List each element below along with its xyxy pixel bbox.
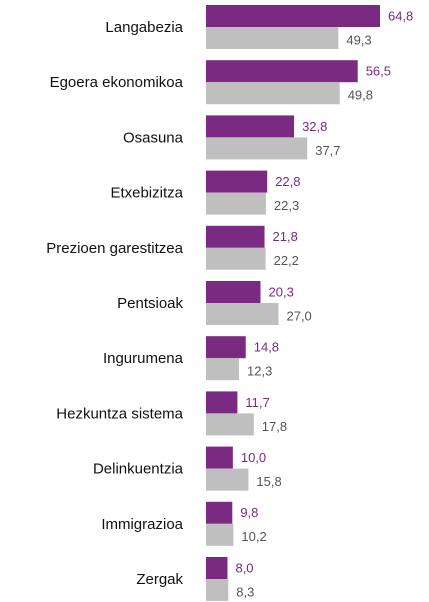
bar [206, 523, 234, 546]
value-label: 10,2 [241, 529, 266, 544]
bar [206, 82, 340, 105]
value-label: 17,8 [262, 419, 287, 434]
bar [206, 27, 339, 49]
value-label: 32,8 [302, 119, 327, 134]
value-label: 20,3 [269, 284, 294, 299]
category-label: Prezioen garestitzea [46, 240, 183, 257]
bar [206, 579, 229, 601]
category-label: Langabezia [105, 19, 183, 36]
bar [206, 192, 266, 215]
value-label: 21,8 [273, 229, 298, 244]
bar [206, 557, 228, 579]
value-label: 37,7 [315, 143, 340, 158]
value-label: 22,3 [274, 198, 299, 213]
category-label: Ingurumena [103, 350, 184, 367]
bar [206, 446, 233, 469]
value-label: 12,3 [247, 364, 272, 379]
value-label: 56,5 [366, 64, 391, 79]
value-label: 11,7 [245, 395, 269, 410]
value-label: 15,8 [256, 474, 281, 489]
bar [206, 303, 279, 325]
value-label: 27,0 [286, 308, 311, 323]
category-label: Pentsioak [117, 295, 183, 312]
bar [206, 281, 261, 303]
category-label: Immigrazioa [101, 516, 183, 533]
bar [206, 60, 358, 83]
value-label: 22,2 [274, 253, 299, 268]
bar [206, 358, 240, 381]
value-label: 9,8 [240, 505, 258, 520]
bar [206, 336, 246, 359]
value-label: 49,8 [348, 88, 373, 103]
value-label: 8,3 [236, 584, 254, 599]
value-label: 64,8 [388, 8, 413, 23]
bar [206, 247, 266, 270]
value-label: 8,0 [235, 560, 253, 575]
value-label: 22,8 [275, 174, 300, 189]
bar [206, 225, 265, 248]
bar [206, 170, 268, 193]
category-label: Egoera ekonomikoa [50, 74, 184, 91]
value-label: 49,3 [346, 32, 371, 47]
bar [206, 137, 308, 160]
category-label: Zergak [136, 571, 183, 588]
value-label: 10,0 [241, 450, 266, 465]
bar [206, 391, 238, 414]
value-label: 14,8 [254, 340, 279, 355]
bar [206, 468, 249, 491]
category-label: Osasuna [123, 129, 184, 146]
bar [206, 5, 380, 27]
bar [206, 115, 295, 138]
bar [206, 413, 254, 436]
category-label: Delinkuentzia [93, 461, 184, 478]
bar [206, 501, 233, 524]
category-label: Etxebizitza [110, 185, 183, 202]
category-label: Hezkuntza sistema [56, 405, 183, 422]
